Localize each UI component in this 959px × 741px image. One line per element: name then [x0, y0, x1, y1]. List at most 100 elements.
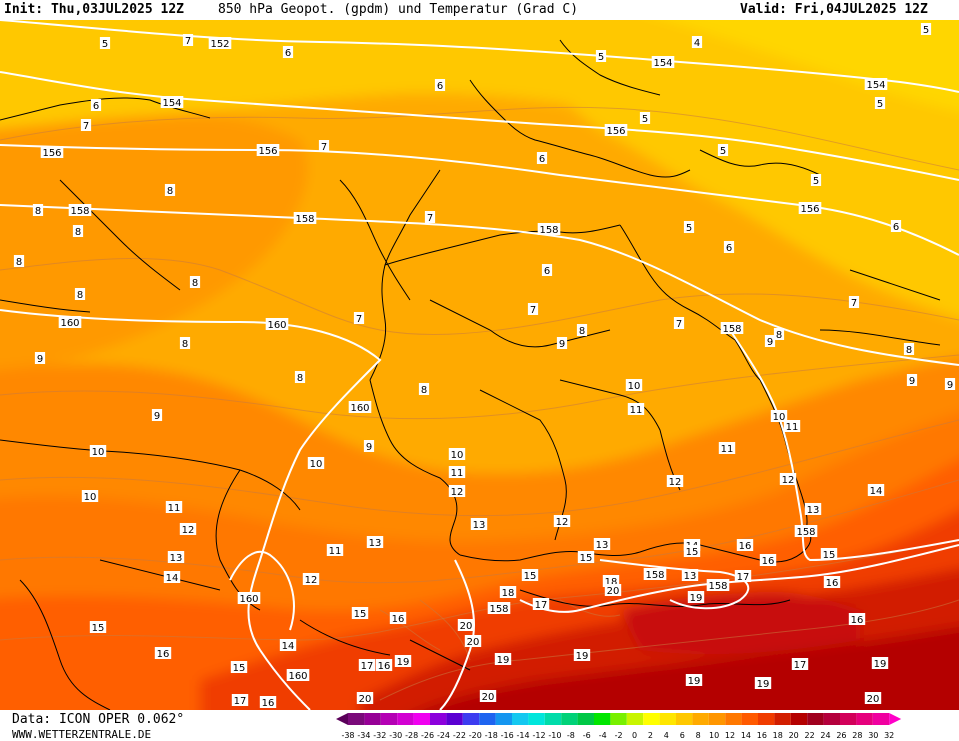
temperature-label-text: 9 [559, 339, 565, 350]
temperature-label: 18 [499, 586, 517, 599]
temperature-label: 11 [448, 466, 466, 479]
temperature-label-box [302, 573, 320, 585]
temperature-label: 11 [326, 544, 344, 557]
geopotential-label: 156 [604, 124, 628, 137]
temperature-label-text: 9 [947, 380, 953, 391]
scale-tick-label: -30 [389, 731, 402, 740]
temperature-label-box [639, 112, 651, 124]
temperature-label-box [99, 37, 111, 49]
scale-tick-label: 32 [884, 731, 894, 740]
temperature-label: 11 [165, 501, 183, 514]
temperature-label: 10 [89, 445, 107, 458]
temperature-label: 8 [576, 324, 588, 337]
init-time: Init: Thu,03JUL2025 12Z [4, 2, 185, 17]
geopotential-label: 158 [720, 322, 744, 335]
temperature-label-text: 11 [721, 444, 734, 455]
temperature-label-box [230, 661, 248, 673]
temperature-label-box [687, 591, 705, 603]
scale-box [807, 713, 824, 725]
temperature-label-box [448, 448, 466, 460]
temperature-label-text: 14 [166, 573, 179, 584]
geopotential-label-box [487, 602, 511, 614]
temperature-label: 15 [521, 569, 539, 582]
map-title: 850 hPa Geopot. (gpdm) und Temperatur (G… [218, 2, 579, 17]
temperature-label-text: 12 [182, 525, 195, 536]
scale-box [790, 713, 808, 725]
geopotential-label-box [286, 669, 310, 681]
temperature-label: 6 [282, 46, 294, 59]
scale-tick-label: -38 [341, 731, 354, 740]
temperature-label: 13 [167, 551, 185, 564]
scale-box [561, 713, 578, 725]
temperature-label-box [499, 586, 517, 598]
temperature-label-box [683, 545, 701, 557]
temperature-label: 8 [32, 204, 44, 217]
temperature-label-text: 10 [92, 447, 105, 458]
scale-box [446, 713, 463, 725]
temperature-label: 8 [164, 184, 176, 197]
temperature-label-text: 6 [726, 243, 732, 254]
temperature-label-box [89, 621, 107, 633]
geopotential-label-box [40, 146, 64, 158]
scale-tick-label: 8 [696, 731, 701, 740]
scale-tick-label: 14 [741, 731, 751, 740]
temperature-label-text: 11 [329, 546, 342, 557]
temperature-label: 16 [736, 539, 754, 552]
temperature-label: 5 [920, 23, 932, 36]
temperature-label-text: 7 [530, 305, 536, 316]
scale-tick-label: -28 [405, 731, 418, 740]
temperature-label-text: 11 [630, 405, 643, 416]
temperature-label-box [81, 490, 99, 502]
temperature-label: 11 [783, 420, 801, 433]
geopotential-label-text: 156 [606, 126, 625, 137]
temperature-label: 8 [74, 288, 86, 301]
temperature-label: 16 [759, 554, 777, 567]
temperature-label: 20 [457, 619, 475, 632]
temperature-label-text: 18 [605, 577, 618, 588]
temperature-label-box [625, 379, 643, 391]
temperature-label-box [163, 571, 181, 583]
temperature-label-text: 6 [539, 154, 545, 165]
temperature-label-text: 5 [102, 39, 108, 50]
scale-box [758, 713, 775, 725]
temperature-label-box [759, 554, 777, 566]
scale-box [577, 713, 594, 725]
geopotential-label: 154 [160, 96, 184, 109]
temperature-label-box [804, 503, 822, 515]
temperature-label: 14 [163, 571, 181, 584]
temperature-label-box [231, 694, 249, 706]
temperature-label: 11 [627, 403, 645, 416]
temperature-label-text: 16 [851, 615, 864, 626]
temperature-label-text: 12 [556, 517, 569, 528]
temperature-label: 7 [182, 34, 194, 47]
temperature-label-box [90, 99, 102, 111]
temperature-label-text: 16 [392, 614, 405, 625]
temperature-label-text: 20 [482, 692, 495, 703]
temperature-label: 6 [536, 152, 548, 165]
temperature-label-box [734, 570, 752, 582]
temperature-label-text: 14 [870, 486, 883, 497]
temperature-label: 9 [556, 337, 568, 350]
scale-box [708, 713, 726, 725]
temperature-label: 7 [848, 296, 860, 309]
scale-box [676, 713, 693, 725]
temperature-label: 15 [89, 621, 107, 634]
temperature-label-text: 7 [851, 298, 857, 309]
temperature-label-text: 8 [421, 385, 427, 396]
geopotential-label: 158 [293, 212, 317, 225]
temperature-label-text: 20 [460, 621, 473, 632]
temperature-label: 11 [718, 442, 736, 455]
geopotential-label: 154 [651, 56, 675, 69]
scale-arrow-right [889, 713, 902, 725]
temperature-label-text: 19 [757, 679, 770, 690]
temperature-label-box [553, 515, 571, 527]
geopotential-label-text: 154 [162, 98, 181, 109]
temperature-label: 5 [639, 112, 651, 125]
temperature-label-text: 7 [676, 319, 682, 330]
temperature-label-box [823, 576, 841, 588]
temperature-label-box [867, 484, 885, 496]
temperature-label: 8 [179, 337, 191, 350]
temperature-label-box [89, 445, 107, 457]
temperature-label: 14 [867, 484, 885, 497]
